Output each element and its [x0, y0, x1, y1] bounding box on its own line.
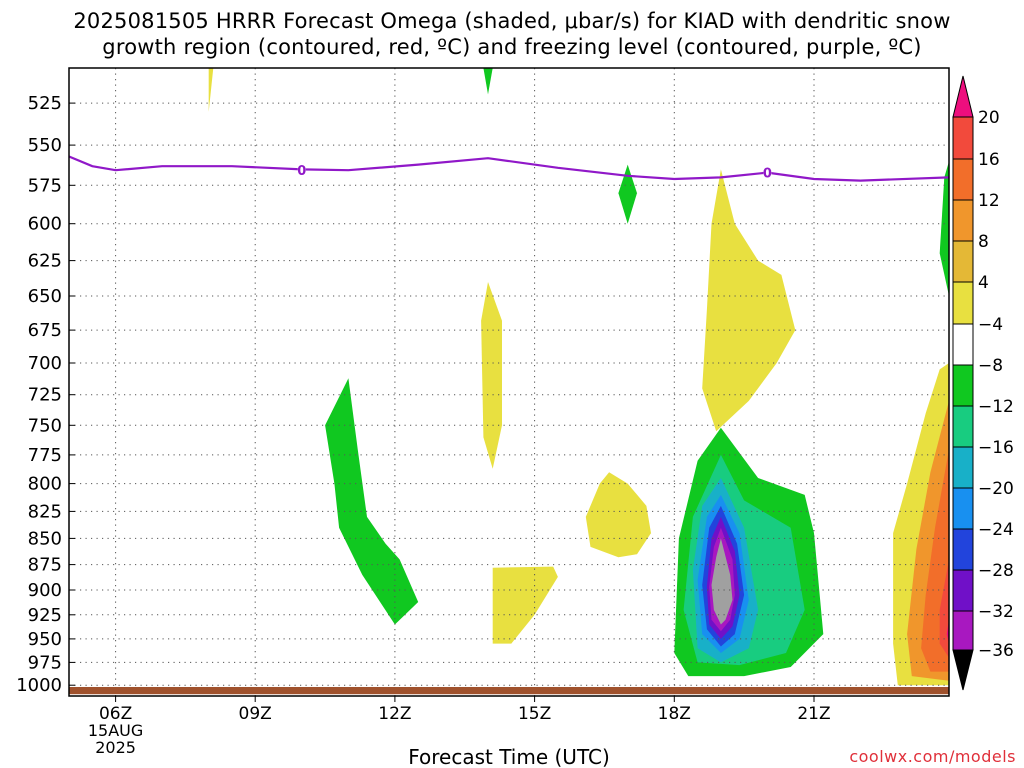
x-tick-sublabel: 2025: [95, 738, 136, 757]
x-tick-label-15Z: 15Z: [518, 704, 551, 724]
colorbar-label-7: −12: [978, 397, 1014, 417]
colorbar-label-8: −16: [978, 438, 1014, 458]
colorbar-label-1: 16: [978, 150, 1000, 170]
colorbar-label-10: −24: [978, 520, 1014, 540]
y-tick-label-1000: 1000: [16, 675, 62, 696]
freezing-level-line: [68, 155, 950, 182]
colorbar-label-6: −8: [978, 356, 1003, 376]
x-tick-label-18Z: 18Z: [658, 704, 691, 724]
title-line-2: growth region (contoured, red, ºC) and f…: [102, 35, 922, 59]
x-tick-sublabel: 15AUG: [88, 721, 143, 740]
colorbar-label-3: 8: [978, 232, 989, 252]
colorbar-label-4: 4: [978, 273, 989, 293]
y-tick-label-625: 625: [28, 251, 62, 272]
colorbar-swatch-5: [952, 281, 974, 325]
colorbar-label-9: −20: [978, 479, 1014, 499]
omega-region-8: [325, 378, 419, 625]
colorbar-swatch-4: [952, 240, 974, 283]
omega-region-1: [483, 68, 493, 95]
omega-region-4: [481, 282, 502, 469]
y-tick-label-925: 925: [28, 605, 62, 626]
freezing-level-label: 0: [763, 167, 772, 182]
colorbar-label-11: −28: [978, 561, 1014, 581]
y-tick-label-600: 600: [28, 214, 62, 235]
plot-frame: [68, 67, 950, 697]
colorbar-legend: 20 16 12 8 4 −4 −8 −12 −16 −20 −24 −28 −32 −36: [952, 75, 1014, 691]
x-axis-label: Forecast Time (UTC): [408, 745, 610, 768]
y-tick-label-650: 650: [28, 286, 62, 307]
y-tick-label-775: 775: [28, 445, 62, 466]
y-tick-label-550: 550: [28, 135, 62, 156]
colorbar-label-12: −32: [978, 602, 1014, 622]
y-tick-label-700: 700: [28, 353, 62, 374]
colorbar-swatch-11: [952, 528, 974, 571]
colorbar-swatch-13: [952, 610, 974, 651]
omega-shading-layer: [208, 68, 949, 686]
y-tick-label-850: 850: [28, 528, 62, 549]
omega-region-3: [939, 161, 949, 296]
colorbar-swatch-9: [952, 446, 974, 489]
x-tick-label-06Z: 06Z: [99, 704, 132, 724]
omega-region-2: [618, 164, 637, 224]
y-tick-label-875: 875: [28, 555, 62, 576]
colorbar-label-5: −4: [978, 315, 1003, 335]
omega-region-7: [492, 566, 558, 644]
y-tick-label-950: 950: [28, 629, 62, 650]
omega-region-16: [711, 538, 733, 625]
colorbar-swatch-3: [952, 199, 974, 242]
y-tick-label-975: 975: [28, 652, 62, 673]
colorbar-swatch-1: [952, 116, 974, 160]
colorbar-swatch-15: [952, 649, 974, 691]
omega-region-20: [939, 559, 949, 658]
y-tick-label-725: 725: [28, 385, 62, 406]
omega-region-0: [208, 68, 214, 112]
colorbar-swatch-10: [952, 487, 974, 530]
title-line-1: 2025081505 HRRR Forecast Omega (shaded, …: [73, 9, 951, 33]
colorbar-label-2: 12: [978, 191, 1000, 211]
x-tick-label-09Z: 09Z: [239, 704, 272, 724]
gridlines: [69, 68, 949, 696]
omega-region-6: [585, 472, 651, 558]
surface-band: [69, 687, 949, 695]
y-tick-label-800: 800: [28, 474, 62, 495]
chart-title: 2025081505 HRRR Forecast Omega (shaded, …: [0, 8, 1024, 60]
y-tick-label-525: 525: [28, 93, 62, 114]
freezing-label-bg-0: [297, 164, 306, 177]
omega-region-5: [702, 169, 796, 432]
y-tick-label-825: 825: [28, 501, 62, 522]
y-tick-label-675: 675: [28, 320, 62, 341]
colorbar-swatch-2: [952, 158, 974, 201]
surface-terrain: [69, 687, 949, 695]
freezing-label-bg-1: [763, 166, 772, 179]
colorbar-label-13: −36: [978, 641, 1014, 661]
colorbar-swatch-7: [952, 364, 974, 407]
y-tick-label-900: 900: [28, 580, 62, 601]
freezing-level-label: 0: [297, 164, 306, 179]
colorbar-label-0: 20: [978, 108, 1000, 128]
x-tick-label-21Z: 21Z: [797, 704, 830, 724]
colorbar-swatch-12: [952, 569, 974, 612]
y-tick-label-750: 750: [28, 415, 62, 436]
colorbar-swatch-0: [952, 75, 974, 118]
colorbar-swatch-6: [952, 323, 974, 366]
x-tick-label-12Z: 12Z: [378, 704, 411, 724]
y-tick-label-575: 575: [28, 175, 62, 196]
colorbar-swatch-8: [952, 405, 974, 448]
site-credit: coolwx.com/models: [849, 747, 1016, 766]
pressure-axis: 525 550 575 600 625 650 675 700 725 750 775 800 825 8…: [16, 93, 75, 696]
